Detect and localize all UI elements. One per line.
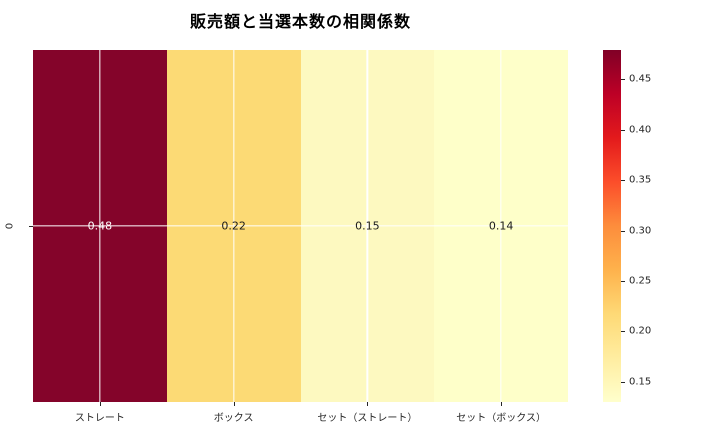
- x-tick-mark: [233, 402, 235, 406]
- x-tick-mark: [99, 402, 101, 406]
- colorbar-tick-mark: [621, 129, 625, 131]
- y-tick-mark: [29, 226, 33, 227]
- colorbar-tick-label: 0.20: [629, 325, 652, 337]
- y-tick-label: 0: [4, 222, 16, 230]
- x-tick-mark: [501, 402, 503, 406]
- colorbar-tick-label: 0.25: [629, 275, 652, 287]
- chart-title: 販売額と当選本数の相関係数: [189, 12, 411, 31]
- colorbar-tick-label: 0.30: [629, 225, 652, 237]
- cell-value-label: 0.48: [87, 219, 113, 233]
- colorbar-tick-label: 0.35: [629, 174, 652, 186]
- colorbar-tick-mark: [621, 381, 625, 383]
- colorbar-tick-mark: [621, 331, 625, 333]
- colorbar-tick-mark: [621, 230, 625, 232]
- colorbar-tick-label: 0.40: [629, 124, 652, 136]
- x-tick-label: セット（ボックス）: [456, 413, 546, 424]
- colorbar: [603, 50, 621, 402]
- gridline-horizontal: [33, 225, 568, 227]
- cell-value-label: 0.22: [221, 219, 246, 233]
- x-tick-label: ストレート: [74, 413, 125, 424]
- heatmap-plot-area: 0.48 0.22 0.15 0.14: [33, 50, 568, 402]
- colorbar-tick-mark: [621, 79, 625, 81]
- colorbar-tick-mark: [621, 180, 625, 182]
- x-tick-label: ボックス: [213, 413, 254, 424]
- cell-value-label: 0.14: [488, 219, 514, 233]
- colorbar-tick-label: 0.15: [629, 376, 652, 388]
- cell-value-label: 0.15: [355, 219, 380, 233]
- colorbar-tick-mark: [621, 280, 625, 282]
- colorbar-tick-label: 0.45: [629, 73, 652, 85]
- x-tick-label: セット（ストレート）: [317, 413, 418, 424]
- x-tick-mark: [367, 402, 369, 406]
